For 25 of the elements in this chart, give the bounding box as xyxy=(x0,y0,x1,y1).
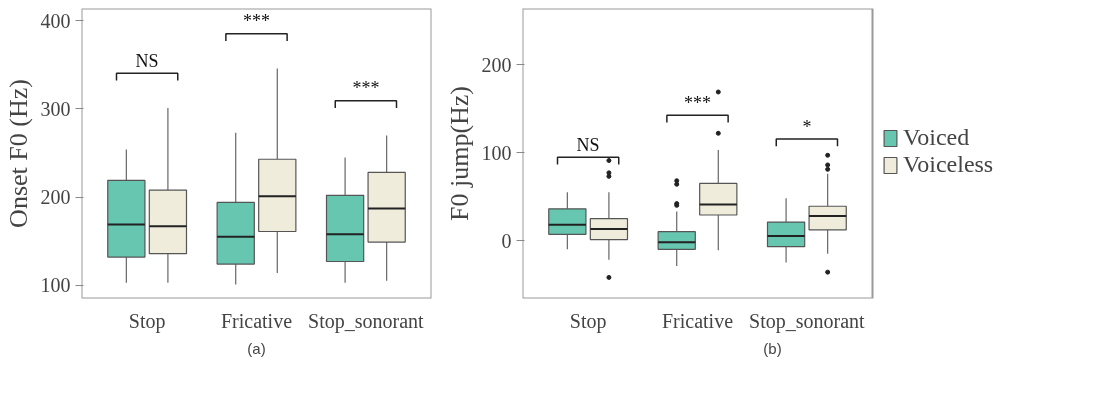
legend-label: Voiceless xyxy=(903,151,994,178)
y-tick-label: 200 xyxy=(481,53,512,76)
x-tick-label: Stop xyxy=(569,309,607,333)
annotation: *** xyxy=(684,92,711,113)
annotation: *** xyxy=(243,11,270,32)
x-tick-label: Fricative xyxy=(661,309,734,332)
annotation: * xyxy=(802,116,812,137)
y-tick-label: 100 xyxy=(481,141,512,164)
x-tick-label: Stop xyxy=(128,309,166,333)
x-tick-label: Stop_sonorant xyxy=(749,309,866,333)
x-axis-title: (a) xyxy=(247,339,266,357)
y-axis-title: F0 jump(Hz) xyxy=(444,85,474,222)
y-tick-label: 200 xyxy=(40,186,71,209)
legend-label: Voiced xyxy=(903,124,970,151)
y-tick-label: 100 xyxy=(40,274,71,297)
y-tick-label: 0 xyxy=(501,229,512,252)
y-tick-label: 400 xyxy=(40,9,71,32)
x-tick-label: Fricative xyxy=(220,309,293,332)
x-tick-label: Stop_sonorant xyxy=(308,309,425,333)
y-axis-title: Onset F0 (Hz) xyxy=(3,79,33,228)
y-tick-label: 300 xyxy=(40,97,71,120)
annotation: NS xyxy=(135,50,159,71)
annotation: *** xyxy=(352,78,380,99)
annotation: NS xyxy=(576,135,600,156)
x-axis-title: (b) xyxy=(763,339,782,357)
